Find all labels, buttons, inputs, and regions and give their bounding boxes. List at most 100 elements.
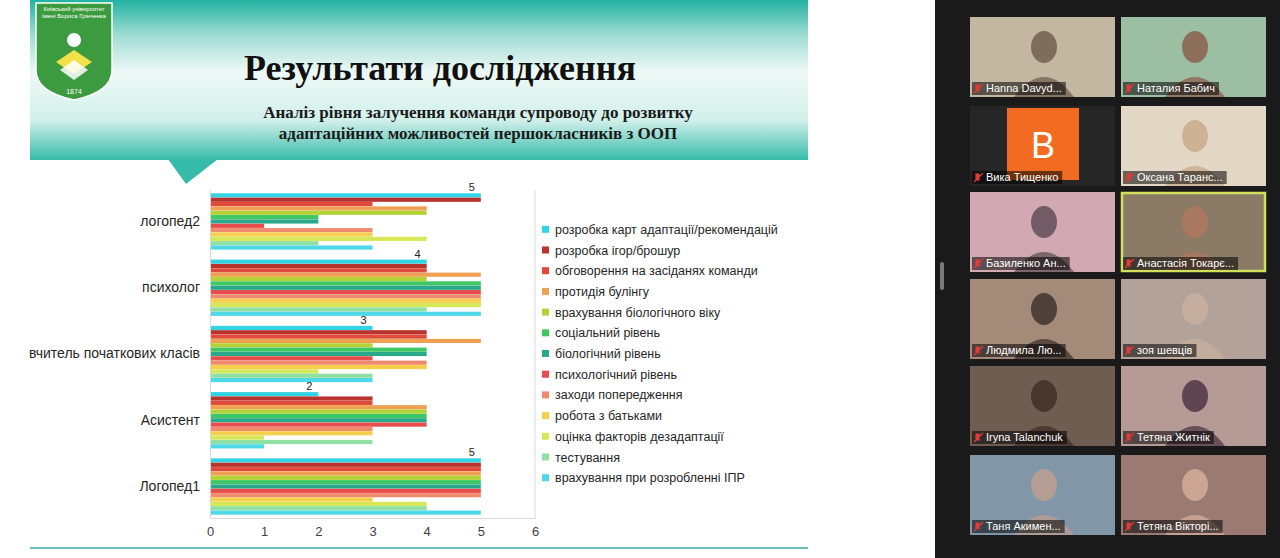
bar — [210, 281, 481, 285]
legend-label: протидія булінгу — [555, 285, 650, 299]
bar — [210, 484, 481, 488]
name-label: Людмила Лю... — [972, 344, 1066, 357]
person — [1031, 31, 1057, 63]
mute-icon — [1125, 173, 1134, 182]
name-label-bg — [1123, 257, 1238, 270]
tick-label: 6 — [532, 524, 539, 539]
video-frame — [970, 192, 1115, 272]
mute-icon — [1125, 259, 1134, 268]
bar — [210, 237, 427, 241]
tick-label: 2 — [315, 524, 322, 539]
participant-tile: Оксана Таранс... — [1121, 106, 1266, 186]
bar — [210, 273, 481, 277]
person — [1182, 380, 1208, 412]
tick: Асистент — [141, 412, 210, 428]
name-label-bg — [1123, 520, 1223, 533]
person — [1182, 206, 1208, 238]
bar — [210, 409, 427, 413]
participant-name: Тетяна Вікторі... — [1137, 520, 1219, 532]
person — [1182, 120, 1208, 152]
name-label: Вика Тищенко — [972, 171, 1062, 184]
bar — [210, 401, 373, 405]
participant-tile: Тетяна Вікторі... — [1121, 455, 1266, 535]
banner-notch — [168, 159, 218, 184]
participants-panel — [935, 0, 1280, 558]
bar — [210, 294, 481, 298]
category-label: Логопед1 — [139, 478, 200, 494]
legend-swatch — [542, 350, 549, 357]
legend-swatch — [542, 391, 549, 398]
participant-name: Hanna Davyd... — [986, 82, 1062, 94]
bar — [210, 193, 481, 197]
tick-label: 0 — [207, 524, 214, 539]
logo-emblem — [67, 33, 81, 47]
bar — [210, 335, 427, 339]
participant-tile: Тетяна Житнік — [1121, 366, 1266, 446]
video-frame — [1121, 366, 1266, 446]
name-label: Hanna Davyd... — [972, 82, 1066, 95]
bar — [210, 436, 264, 440]
legend-swatch — [542, 226, 549, 233]
data-label: 5 — [469, 181, 475, 193]
name-label-bg — [972, 171, 1062, 184]
chart-title: Результати дослідження — [244, 48, 636, 88]
bars — [210, 193, 481, 514]
legend-swatch — [542, 247, 549, 254]
legend-label: робота з батьками — [555, 409, 662, 423]
bar — [210, 458, 481, 462]
bar — [210, 427, 373, 431]
name-label: Базиленко Ан... — [972, 257, 1070, 270]
bar — [210, 444, 264, 448]
participant-tile: B Вика Тищенко — [970, 106, 1115, 186]
tick: 3 — [369, 518, 376, 539]
avatar-letter: B — [1031, 125, 1055, 166]
participant-name: Базиленко Ан... — [986, 257, 1066, 269]
mute-icon — [974, 173, 983, 182]
tick: 4 — [424, 518, 431, 539]
legend: розробка карт адаптації/рекомендаційрозр… — [542, 223, 778, 485]
participant-name: Анастасія Токарє... — [1137, 257, 1234, 269]
bar — [210, 330, 427, 334]
bar — [210, 378, 373, 382]
tick-label: 3 — [369, 524, 376, 539]
background — [0, 0, 1280, 558]
bar — [210, 206, 427, 210]
bar — [210, 307, 427, 311]
bar — [210, 506, 427, 510]
tick: вчитель початкових класів — [29, 345, 210, 361]
participant-tile: Iryna Talanchuk — [970, 366, 1115, 446]
bar — [210, 361, 427, 365]
bar — [210, 303, 481, 307]
legend-swatch — [542, 412, 549, 419]
bar — [210, 352, 427, 356]
slide-rule — [30, 547, 808, 549]
name-label-bg — [972, 257, 1070, 270]
active-speaker-frame — [1122, 193, 1265, 271]
mute-icon — [1125, 433, 1134, 442]
bar — [210, 326, 373, 330]
bar — [210, 392, 318, 396]
video-frame — [970, 279, 1115, 359]
person — [1031, 380, 1057, 412]
bar — [210, 493, 481, 497]
name-label: Iryna Talanchuk — [972, 431, 1067, 444]
tick-label: 4 — [424, 524, 431, 539]
bar — [210, 224, 264, 228]
participant-tile: Анастасія Токарє... — [1121, 192, 1266, 272]
y-axis: логопед2психологвчитель початкових класі… — [29, 191, 211, 519]
category-label: вчитель початкових класів — [29, 345, 200, 361]
category-label: логопед2 — [140, 213, 200, 229]
bar — [210, 232, 373, 236]
bar — [210, 356, 373, 360]
bar — [210, 480, 481, 484]
tick-label: 5 — [478, 524, 485, 539]
bar — [210, 215, 318, 219]
bar — [210, 198, 481, 202]
person — [1031, 293, 1057, 325]
bar — [210, 431, 373, 435]
name-label: Таня Акимен... — [972, 520, 1065, 533]
logo-year: 1874 — [66, 88, 82, 95]
participant-tile: Hanna Davyd... — [970, 17, 1115, 97]
legend-swatch — [542, 433, 549, 440]
name-label: Тетяна Житнік — [1123, 431, 1214, 444]
